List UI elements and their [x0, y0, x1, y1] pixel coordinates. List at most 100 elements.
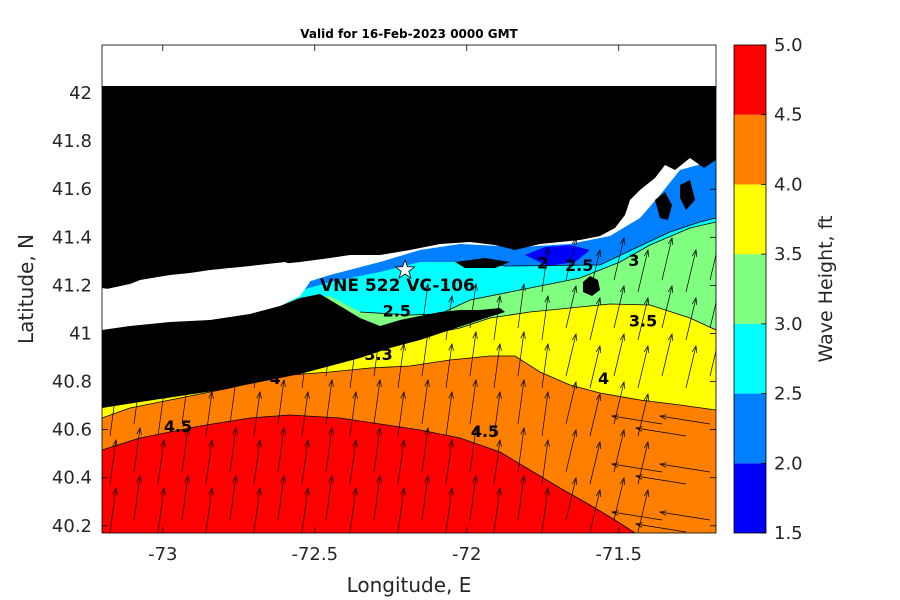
wave-arrow-shaft [661, 237, 673, 281]
connecticut-coast-land [102, 86, 716, 290]
wave-arrow-shaft [541, 343, 549, 389]
colorbar-swatch [734, 463, 766, 533]
y-tick-label: 40.4 [52, 468, 92, 489]
wave-arrow-shaft [611, 415, 663, 425]
wave-arrow-shaft [637, 489, 649, 533]
x-tick-label: -72 [452, 544, 481, 565]
wave-arrow-head [691, 297, 698, 305]
wave-arrow-shaft [589, 345, 601, 389]
wave-arrow-shaft [157, 391, 165, 437]
wave-arrow-head [571, 237, 578, 245]
y-tick-label: 41.6 [52, 179, 92, 200]
wave-arrow-head [634, 426, 643, 432]
wave-arrow-shaft [541, 439, 549, 485]
wave-arrow-head [571, 477, 578, 485]
wave-arrow-head [472, 378, 478, 387]
wave-arrow-head [448, 486, 454, 495]
wave-arrow-shaft [253, 439, 261, 485]
wave-direction-arrows [109, 237, 716, 533]
wave-arrow-head [400, 438, 406, 447]
wave-arrow-shaft [277, 427, 285, 473]
plot-frame [101, 44, 717, 534]
wave-arrow-head [619, 477, 626, 485]
wave-arrow-head [280, 378, 286, 387]
wave-arrow-head [112, 390, 118, 399]
y-tick-label: 42 [69, 83, 92, 104]
colorbar-swatch [734, 184, 766, 255]
wave-arrow-head [400, 342, 406, 351]
wave-arrow-shaft [613, 429, 625, 473]
wave-arrow-shaft [445, 487, 453, 533]
wave-arrow-shaft [253, 391, 261, 437]
colorbar-frame [733, 44, 767, 534]
contour-line-4 [102, 355, 716, 419]
wave-arrow-head [634, 522, 643, 528]
wave-arrow-shaft [493, 487, 501, 533]
wave-arrow-shaft [661, 285, 673, 329]
wave-arrow-shaft [205, 391, 213, 437]
wave-arrow-shaft [541, 247, 549, 293]
wave-arrow-shaft [589, 489, 601, 533]
contour-label: 4.5 [164, 417, 192, 436]
wave-arrow-shaft [685, 249, 697, 293]
wave-arrow-head [520, 426, 526, 435]
wave-arrow-shaft [157, 487, 165, 533]
figure-title: Valid for 16-Feb-2023 0000 GMT [300, 27, 518, 41]
y-tick-label: 40.6 [52, 420, 92, 441]
wave-arrow-shaft [157, 439, 165, 485]
wave-arrow-head [667, 333, 674, 341]
wave-arrow-head [208, 342, 214, 351]
wave-arrow-head [424, 378, 430, 387]
wave-arrow-shaft [637, 441, 649, 485]
wave-arrow-head [619, 381, 626, 389]
contour-line-2-5 [469, 217, 716, 267]
station-star-icon [394, 258, 416, 280]
wave-arrow-head [160, 486, 166, 495]
wave-arrow-shaft [709, 301, 716, 329]
wave-arrow-shaft [589, 249, 601, 293]
colorbar-swatch [734, 323, 766, 394]
wave-arrow-head [424, 474, 430, 483]
contour-line-4-5 [102, 414, 636, 533]
wave-arrow-shaft [445, 343, 453, 389]
colorbar-tick-label: 3.0 [774, 314, 803, 335]
wave-arrow-head [715, 243, 716, 244]
wave-arrow-head [328, 426, 334, 435]
wave-arrow-head [136, 378, 142, 387]
wave-arrow-shaft [205, 343, 213, 389]
wave-arrow-head [520, 282, 526, 291]
colorbar-tick-label: 3.5 [774, 244, 803, 265]
wave-arrow-shaft [685, 297, 697, 341]
wave-arrow-shaft [565, 285, 577, 329]
wave-arrow-shaft [373, 475, 381, 521]
wave-arrow-head [610, 414, 619, 420]
wave-arrow-head [136, 474, 142, 483]
wave-arrow-shaft [373, 379, 381, 425]
wave-arrow-shaft [613, 333, 625, 377]
wave-arrow-shaft [565, 333, 577, 377]
wave-arrow-shaft [229, 379, 237, 425]
x-axis-label: Longitude, E [347, 573, 472, 597]
wave-arrow-shaft [517, 475, 525, 521]
colorbar-swatch [734, 45, 766, 115]
wave-arrow-head [496, 342, 502, 351]
wave-arrow-shaft [517, 427, 525, 473]
wave-arrow-shaft [685, 345, 697, 389]
wave-arrow-shaft [157, 343, 165, 389]
wave-arrow-head [520, 378, 526, 387]
wave-arrow-head [715, 339, 716, 340]
wave-arrow-shaft [635, 523, 687, 533]
wave-arrow-shaft [421, 283, 429, 329]
wave-arrow-shaft [493, 391, 501, 437]
wave-arrow-shaft [611, 463, 663, 473]
wave-arrow-shaft [397, 391, 405, 437]
wave-arrow-head [496, 438, 502, 447]
wave-arrow-head [448, 342, 454, 351]
wave-arrow-head [571, 285, 578, 293]
wave-arrow-shaft [589, 441, 601, 485]
map-plot-area [102, 45, 716, 533]
wave-arrow-head [595, 441, 602, 449]
wave-arrow-head [160, 390, 166, 399]
wave-arrow-head [208, 438, 214, 447]
